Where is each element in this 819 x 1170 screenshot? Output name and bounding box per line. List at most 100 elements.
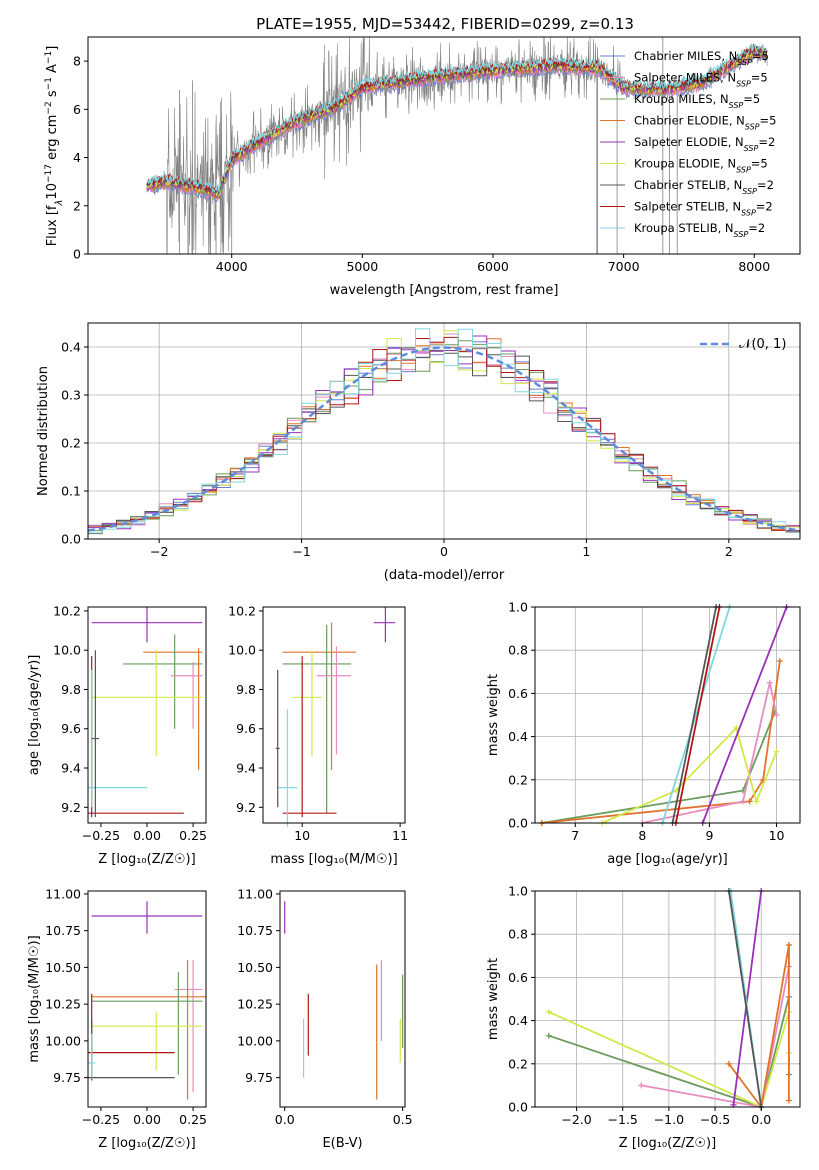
mass-weight-marker: [746, 798, 753, 805]
x-tick-label: −0.25: [82, 1112, 120, 1127]
spectrum-xlabel: wavelength [Angstrom, rest frame]: [330, 283, 559, 298]
age-vs-Z-xlabel: Z [log₁₀(Z/Z☉)]: [98, 852, 195, 867]
axes: 0.0 0.5 9.75 10.00 10.25 10.50 10.75 11.00: [237, 886, 412, 1127]
mass-vs-EBV-xlabel: E(B-V): [322, 1136, 362, 1151]
mass-weight-vs-Z-xlabel: Z [log₁₀(Z/Z☉)]: [619, 1136, 716, 1151]
mass-weight-marker: [785, 942, 792, 948]
legend-label: Kroupa ELODIE, NSSP=5: [634, 157, 768, 175]
residuals-xlabel: (data-model)/error: [384, 568, 505, 583]
y-tick-label: 0.6: [508, 686, 528, 701]
mass-vs-Z-marks: [88, 901, 206, 1100]
x-tick-label: 4000: [216, 259, 248, 274]
residuals-legend: 𝒩(0, 1): [700, 337, 786, 352]
y-tick-label: 10.00: [237, 1033, 273, 1048]
y-tick-label: 9.8: [61, 682, 81, 697]
mass-weight-line: [728, 890, 763, 1108]
x-tick-label: 7: [571, 828, 579, 843]
y-tick-label: 10.50: [237, 960, 273, 975]
y-tick-label: 1.0: [508, 600, 528, 615]
mass-weight-marker: [776, 658, 783, 664]
mass-weight-vs-age-panel: 7 8 9 10 0.0 0.2 0.4 0.6 0.8 1.0 age [log₁₀(age/yr…: [486, 600, 801, 867]
x-tick-label: 0.00: [133, 828, 161, 843]
mass-weight-marker: [725, 1060, 732, 1067]
mass-weight-marker: [773, 712, 780, 718]
y-tick-label: 9.2: [61, 800, 81, 815]
x-tick-label: 0.0: [751, 1112, 771, 1127]
axes: 7 8 9 10 0.0 0.2 0.4 0.6 0.8 1.0: [508, 600, 801, 843]
normal-legend-label: 𝒩(0, 1): [739, 337, 786, 352]
residuals-panel: −2 −1 0 1 2 0.0 0.1 0.2 0.3 0.4 𝒩(0, 1) (data-mod…: [36, 322, 801, 583]
mass-weight-vs-age-marks: [538, 604, 790, 826]
spectrum-panel: 4000 5000 6000 7000 8000 0 2 4 6 8 Chabrier MILES…: [44, 36, 801, 298]
x-tick-label: 0: [440, 544, 448, 559]
mass-weight-marker: [545, 1032, 552, 1039]
residual-histogram: [88, 328, 800, 534]
axes: −2.0 −1.5 −1.0 −0.5 0.0 0.0 0.2 0.4 0.6 0.8 1.0: [508, 884, 801, 1127]
mass-weight-line: [541, 660, 781, 824]
model-spectrum: [146, 43, 768, 193]
residual-histogram: [88, 336, 800, 534]
mass-weight-line: [701, 606, 788, 824]
mass-vs-Z-ylabel: mass [log₁₀(M/M☉)]: [27, 935, 42, 1062]
y-tick-label: 9.4: [236, 761, 256, 776]
y-tick-label: 6: [73, 102, 81, 117]
y-tick-label: 9.8: [236, 682, 256, 697]
mass-weight-marker: [638, 1082, 645, 1089]
panel-frame: [262, 606, 406, 824]
age-vs-Z-panel: −0.25 0.00 0.25 9.2 9.4 9.6 9.8 10.0 10.2 Z [log₁…: [27, 603, 207, 867]
x-tick-label: 10: [294, 828, 310, 843]
age-vs-mass-xlabel: mass [log₁₀(M/M☉)]: [270, 852, 397, 867]
mass-weight-marker: [773, 748, 780, 755]
x-tick-label: 0.00: [133, 1112, 161, 1127]
y-tick-label: 10.25: [237, 997, 273, 1012]
age-vs-Z-marks: [88, 607, 203, 818]
x-tick-label: −2: [150, 544, 168, 559]
spectrum-ylabel: Flux [fλ10−17 erg cm−2 s−1 A−1]: [44, 46, 65, 247]
x-tick-label: 0.5: [393, 1112, 413, 1127]
mass-weight-line: [671, 606, 717, 824]
figure-title: PLATE=1955, MJD=53442, FIBERID=0299, z=0…: [256, 15, 634, 33]
y-tick-label: 0.8: [508, 927, 528, 942]
y-tick-label: 0.2: [508, 1056, 528, 1071]
legend-label: Salpeter ELODIE, NSSP=2: [634, 135, 775, 153]
y-tick-label: 10.75: [237, 923, 273, 938]
mass-vs-EBV-marks: [284, 901, 404, 1100]
x-tick-label: 0.25: [179, 828, 207, 843]
y-tick-label: 10.2: [53, 603, 81, 618]
mass-weight-line: [732, 890, 763, 1105]
y-tick-label: 9.4: [61, 761, 81, 776]
y-tick-label: 10.25: [45, 997, 81, 1012]
x-tick-label: −0.5: [700, 1112, 730, 1127]
x-tick-label: 8: [638, 828, 646, 843]
legend-label: Kroupa STELIB, NSSP=2: [634, 221, 765, 239]
y-tick-label: 0.4: [508, 729, 528, 744]
mass-weight-marker: [733, 724, 740, 731]
y-tick-label: 10.0: [228, 643, 256, 658]
mass-weight-line: [661, 606, 731, 824]
y-tick-label: 0.0: [508, 1100, 528, 1115]
x-tick-label: 0.25: [179, 1112, 207, 1127]
x-tick-label: −1.5: [608, 1112, 638, 1127]
mass-weight-vs-Z-ylabel: mass weight: [486, 958, 501, 1040]
mass-weight-marker: [672, 787, 679, 794]
y-tick-label: 9.6: [61, 721, 81, 736]
x-tick-label: −0.25: [82, 828, 120, 843]
observed-spectrum: [146, 36, 768, 255]
mass-weight-vs-age-ylabel: mass weight: [486, 674, 501, 756]
y-tick-label: 10.2: [228, 603, 256, 618]
x-tick-label: −1: [292, 544, 310, 559]
axes: 10 11 9.2 9.4 9.6 9.8 10.0 10.2: [228, 603, 408, 843]
y-tick-label: 0.4: [61, 340, 81, 355]
mass-weight-line: [728, 944, 790, 1110]
x-tick-label: 5000: [346, 259, 378, 274]
panel-frame: [534, 606, 801, 824]
x-tick-label: 11: [392, 828, 408, 843]
mass-vs-Z-panel: −0.25 0.00 0.25 9.75 10.00 10.25 10.50 10.75 11.…: [27, 886, 207, 1151]
y-tick-label: 11.00: [45, 886, 81, 901]
y-tick-label: 9.75: [245, 1070, 273, 1085]
mass-weight-line: [642, 682, 778, 824]
panel-frame: [534, 890, 801, 1108]
axes: −0.25 0.00 0.25 9.2 9.4 9.6 9.8 10.0 10.2: [53, 603, 207, 843]
mass-weight-marker: [545, 1008, 552, 1015]
